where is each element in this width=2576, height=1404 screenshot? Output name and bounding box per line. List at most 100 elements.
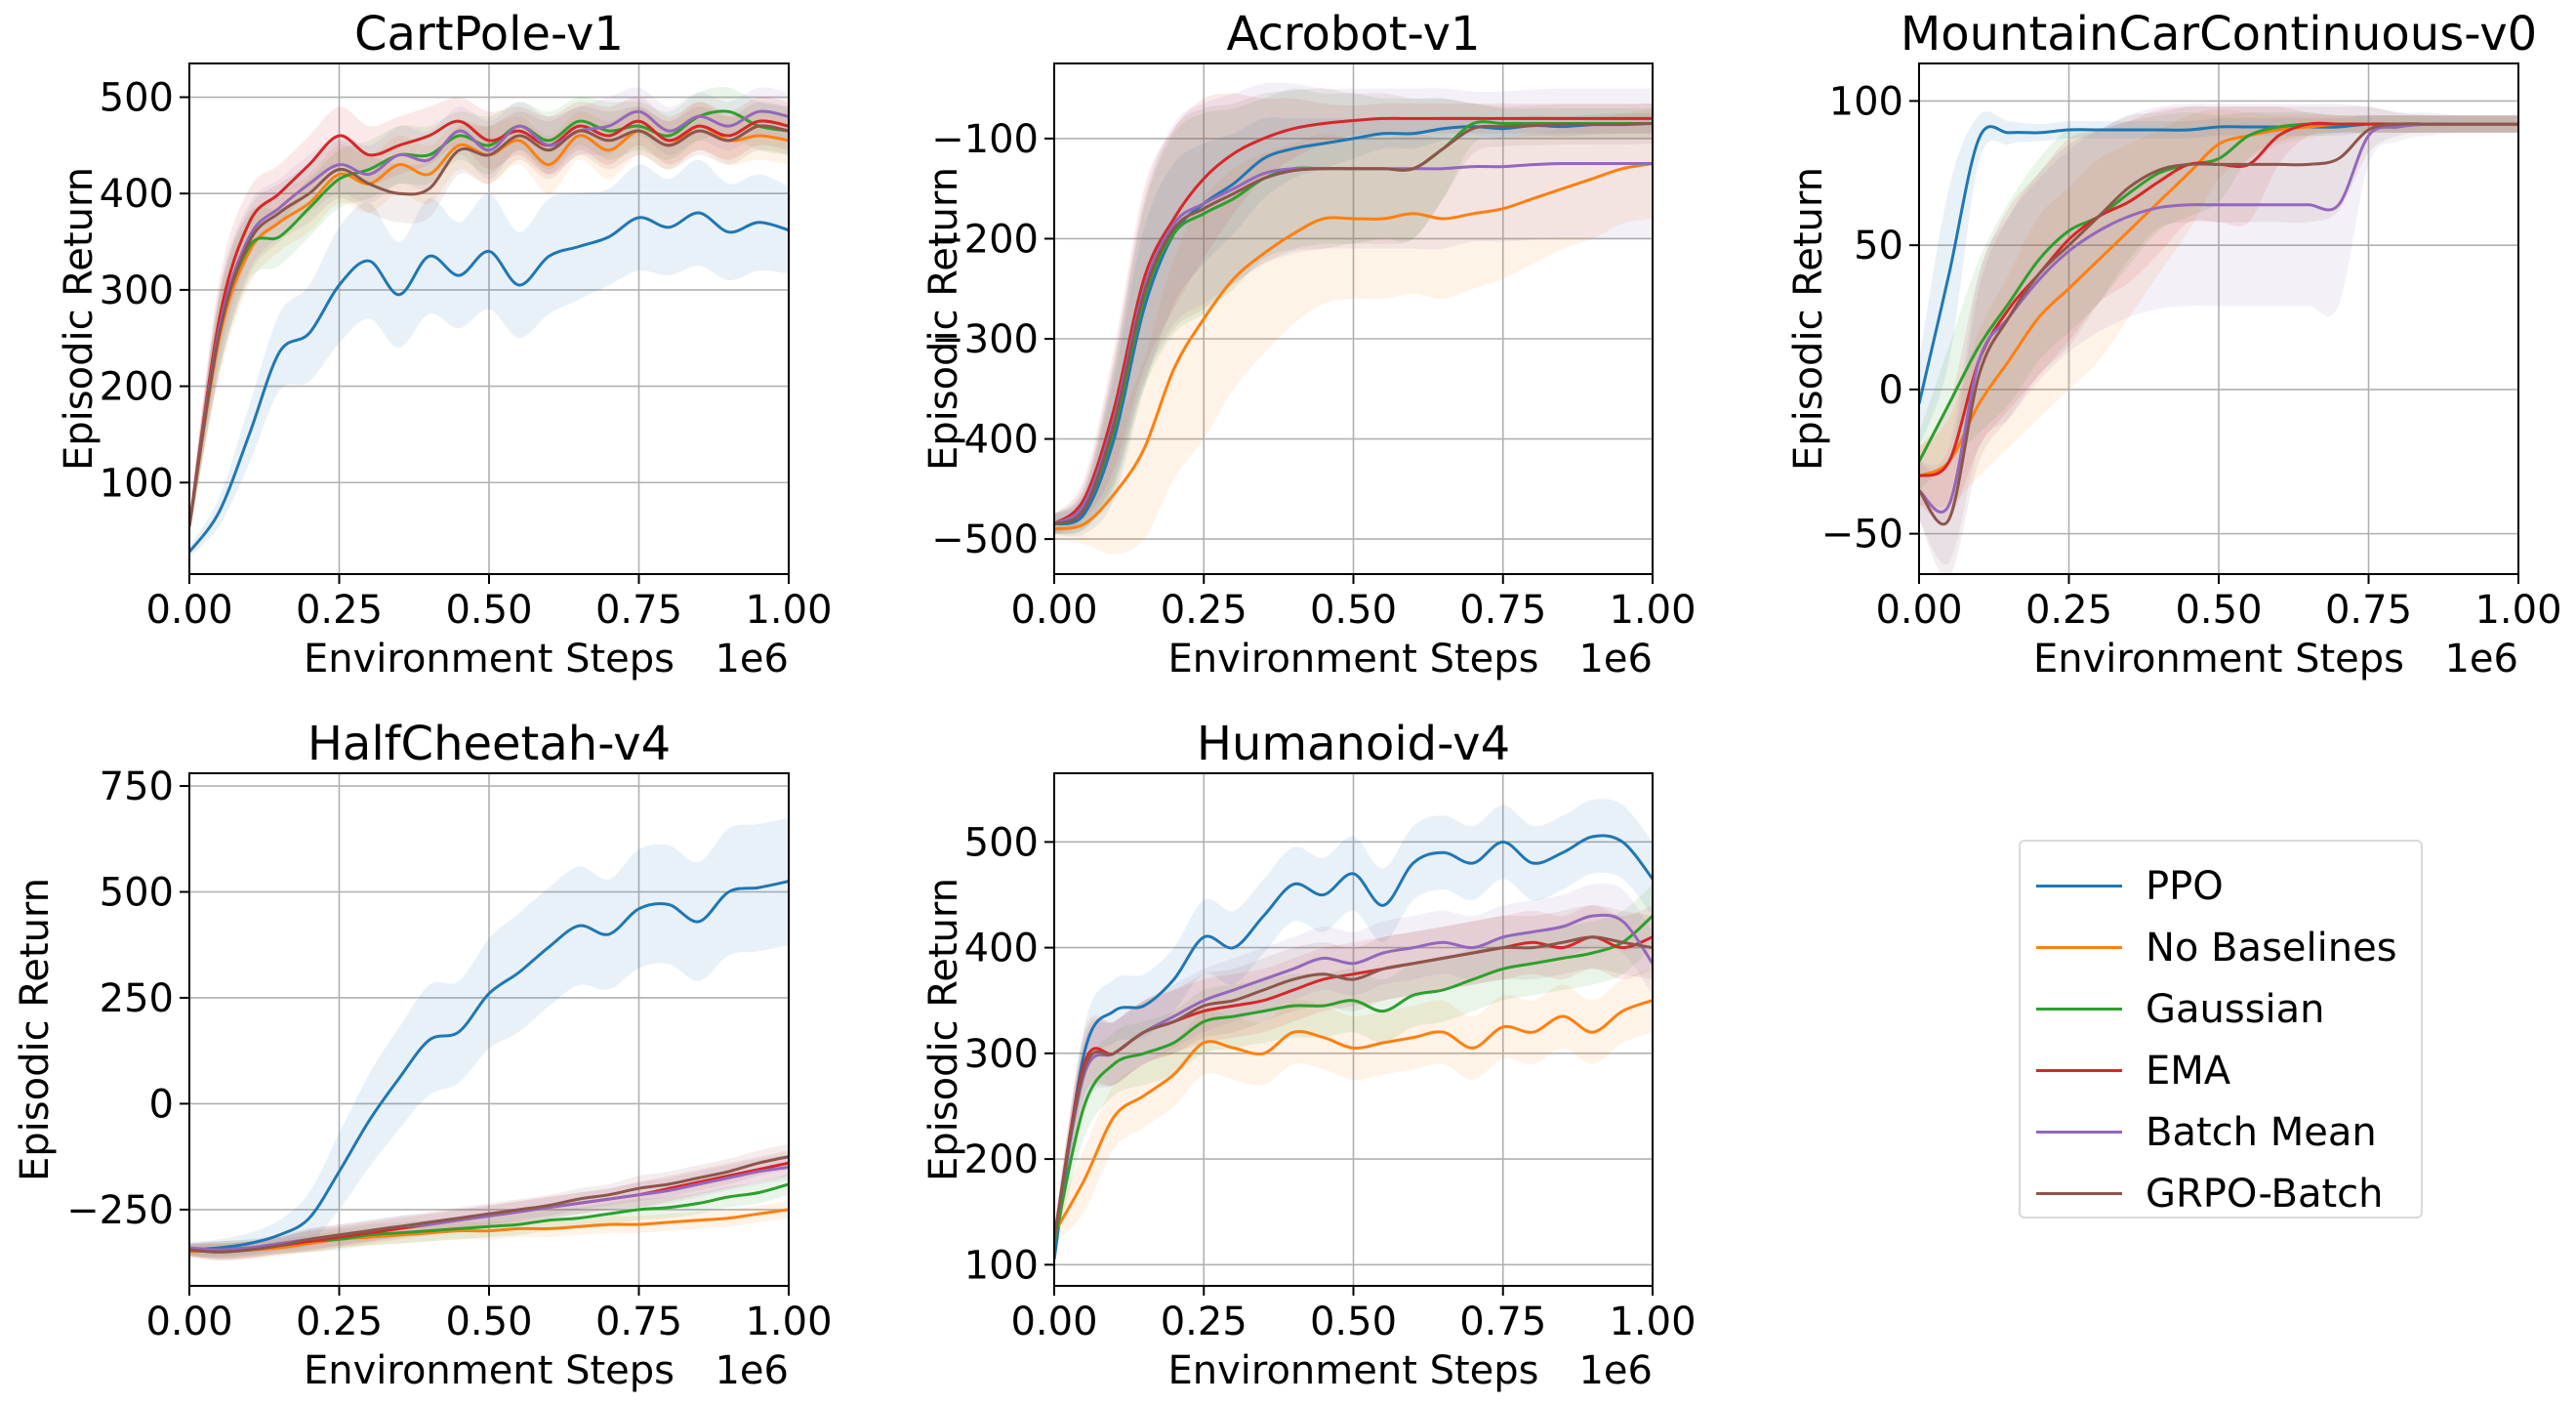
- chart-title: HalfCheetah-v4: [307, 717, 671, 771]
- band-grpo-batch: [189, 1143, 789, 1261]
- legend-label: No Baselines: [2146, 925, 2397, 970]
- x-tick-label: 1.00: [1609, 1300, 1696, 1344]
- y-tick-label: 100: [100, 461, 174, 506]
- y-tick-label: 250: [100, 976, 174, 1021]
- series-line-grpo-batch: [1919, 122, 2518, 526]
- y-tick-label: 300: [100, 268, 174, 313]
- band-grpo-batch: [189, 102, 789, 536]
- x-tick-label: 0.00: [1010, 588, 1097, 633]
- band-no-baselines: [1054, 969, 1653, 1244]
- series-line-ppo: [189, 880, 789, 1252]
- x-tick-label: 0.75: [595, 1300, 682, 1344]
- series-line-no-baselines: [189, 1208, 789, 1254]
- y-tick-label: 0: [1879, 368, 1903, 413]
- y-axis-label: Episodic Return: [1786, 167, 1831, 471]
- y-axis-label: Episodic Return: [57, 167, 102, 471]
- x-tick-label: 0.25: [296, 588, 383, 633]
- x-tick-label: 0.75: [595, 588, 682, 633]
- legend-item-batch-mean: Batch Mean: [2021, 1101, 2421, 1163]
- plot-area: [189, 87, 789, 557]
- series-line-no-baselines: [1054, 162, 1653, 531]
- y-tick-label: 500: [964, 820, 1039, 865]
- y-axis-label: Episodic Return: [921, 878, 966, 1181]
- y-axis-label: Episodic Return: [13, 878, 58, 1181]
- chart-panel-acrobot-v1: 0.00 0.25 0.50 0.75 1.00 −500 −400 −300 −200 −100…: [921, 7, 1697, 681]
- legend-swatch-batch-mean: [2036, 1131, 2122, 1134]
- band-batch-mean: [1054, 82, 1653, 535]
- y-tick-label: 200: [100, 365, 174, 410]
- series-line-batch-mean: [189, 109, 789, 526]
- band-ema: [1054, 905, 1653, 1250]
- x-axis-label: Environment Steps: [1167, 1348, 1538, 1393]
- band-ppo: [1919, 111, 2518, 447]
- band-batch-mean: [189, 87, 789, 536]
- x-axis-label: Environment Steps: [304, 637, 675, 681]
- series-line-ppo: [1054, 834, 1653, 1260]
- legend-item-grpo-batch: GRPO-Batch: [2021, 1163, 2421, 1224]
- legend-label: Gaussian: [2146, 986, 2325, 1032]
- y-tick-label: 300: [964, 1032, 1039, 1077]
- band-gaussian: [1054, 884, 1653, 1255]
- chart-title: Acrobot-v1: [1226, 7, 1480, 62]
- legend-item-no-baselines: No Baselines: [2021, 917, 2421, 978]
- y-tick-label: −100: [931, 117, 1039, 162]
- y-tick-label: −50: [1821, 513, 1903, 557]
- x-tick-label: 0.50: [445, 1300, 532, 1344]
- plot-area: [1054, 799, 1653, 1270]
- band-ema: [189, 1150, 789, 1261]
- band-ppo: [189, 159, 789, 557]
- legend-item-ema: EMA: [2021, 1040, 2421, 1101]
- x-tick-label: 0.75: [2325, 588, 2412, 633]
- y-tick-label: 50: [1854, 224, 1903, 268]
- band-ppo: [1054, 799, 1653, 1270]
- x-tick-label: 1.00: [2474, 588, 2561, 633]
- band-gaussian: [1054, 88, 1653, 535]
- legend-swatch-no-baselines: [2036, 946, 2122, 949]
- series-line-gaussian: [1054, 914, 1653, 1245]
- x-axis-multiplier: 1e6: [715, 1348, 789, 1393]
- band-no-baselines: [1054, 108, 1653, 555]
- band-no-baselines: [1919, 109, 2518, 508]
- series-line-ema: [1054, 116, 1653, 525]
- chart-panel-halfcheetah-v4: 0.00 0.25 0.50 0.75 1.00 −250 0 250 500 750 HalfCh…: [13, 717, 833, 1393]
- series-line-ema: [189, 119, 789, 526]
- x-tick-label: 0.50: [2175, 588, 2262, 633]
- chart-panel-cartpole-v1: 0.00 0.25 0.50 0.75 1.00 100 200 300 400 500 CartP…: [57, 7, 833, 681]
- band-grpo-batch: [1054, 905, 1653, 1250]
- x-tick-label: 0.00: [145, 1300, 232, 1344]
- x-tick-label: 0.25: [1161, 1300, 1247, 1344]
- x-axis-multiplier: 1e6: [1578, 1348, 1653, 1393]
- legend-item-gaussian: Gaussian: [2021, 978, 2421, 1040]
- x-tick-label: 0.25: [2025, 588, 2112, 633]
- x-axis-multiplier: 1e6: [715, 637, 789, 681]
- legend-swatch-gaussian: [2036, 1008, 2122, 1011]
- chart-title: MountainCarContinuous-v0: [1901, 7, 2537, 62]
- plot-area: [189, 817, 789, 1261]
- band-batch-mean: [1054, 883, 1653, 1250]
- y-tick-label: 200: [964, 1137, 1039, 1182]
- chart-panel-humanoid-v4: 0.00 0.25 0.50 0.75 1.00 100 200 300 400 500 Human…: [921, 717, 1697, 1393]
- band-ppo: [1054, 113, 1653, 537]
- band-no-baselines: [189, 102, 789, 536]
- series-line-batch-mean: [189, 1166, 789, 1252]
- y-tick-label: 500: [100, 76, 174, 121]
- chart-title: Humanoid-v4: [1197, 717, 1510, 771]
- series-line-grpo-batch: [189, 1155, 789, 1254]
- x-tick-label: 1.00: [745, 588, 832, 633]
- y-tick-label: 750: [100, 764, 174, 809]
- y-tick-label: −300: [931, 317, 1039, 362]
- x-axis-label: Environment Steps: [1167, 637, 1538, 681]
- y-tick-label: 0: [149, 1082, 174, 1127]
- legend-item-ppo: PPO: [2021, 855, 2421, 917]
- x-axis-multiplier: 1e6: [2444, 637, 2518, 681]
- band-gaussian: [1919, 111, 2518, 491]
- series-line-grpo-batch: [189, 124, 789, 526]
- y-tick-label: −500: [931, 517, 1039, 562]
- chart-panel-mountaincarcontinuous-v0: 0.00 0.25 0.50 0.75 1.00 −50 0 50 100 MountainCar…: [1786, 7, 2562, 681]
- x-tick-label: 0.00: [145, 588, 232, 633]
- y-tick-label: 400: [100, 172, 174, 217]
- legend-swatch-grpo-batch: [2036, 1192, 2122, 1195]
- y-tick-label: −200: [931, 217, 1039, 262]
- x-tick-label: 0.25: [1161, 588, 1247, 633]
- band-batch-mean: [189, 1154, 789, 1259]
